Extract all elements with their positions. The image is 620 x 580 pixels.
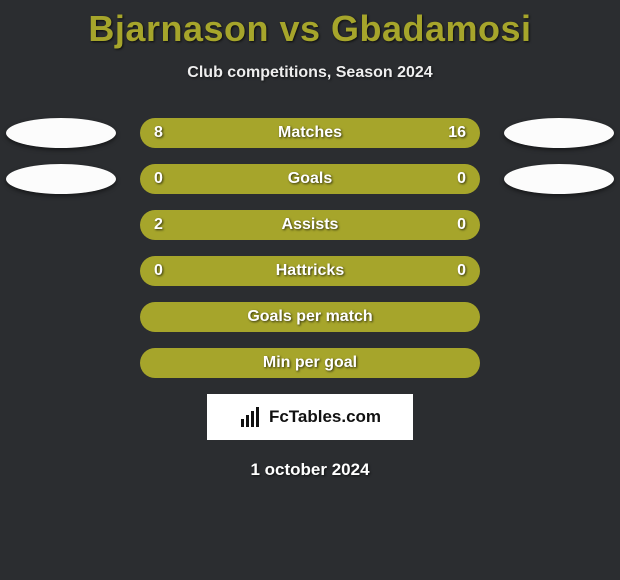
- bar-segment-right: [242, 118, 480, 148]
- bar-track: [140, 210, 480, 240]
- stat-row: Goals00: [0, 164, 620, 194]
- player-avatar-left: [6, 118, 116, 148]
- bar-segment-left: [140, 256, 480, 286]
- bar-wrap: Matches816: [140, 118, 480, 148]
- stat-row: Goals per match: [0, 302, 620, 332]
- bar-track: [140, 164, 480, 194]
- bar-segment-left: [140, 210, 405, 240]
- bar-wrap: Assists20: [140, 210, 480, 240]
- logo-text: FcTables.com: [269, 407, 381, 427]
- stat-row: Hattricks00: [0, 256, 620, 286]
- stat-row: Matches816: [0, 118, 620, 148]
- bar-segment-left: [140, 118, 242, 148]
- bar-wrap: Goals00: [140, 164, 480, 194]
- bar-wrap: Hattricks00: [140, 256, 480, 286]
- page-subtitle: Club competitions, Season 2024: [0, 64, 620, 82]
- logo-box: FcTables.com: [207, 394, 413, 440]
- bar-segment-right: [405, 210, 480, 240]
- bar-track: [140, 302, 480, 332]
- player-avatar-right: [504, 164, 614, 194]
- bar-track: [140, 118, 480, 148]
- stat-row: Min per goal: [0, 348, 620, 378]
- bar-wrap: Goals per match: [140, 302, 480, 332]
- chart-icon: [239, 405, 263, 429]
- bar-segment-left: [140, 302, 480, 332]
- date-text: 1 october 2024: [0, 460, 620, 480]
- bar-wrap: Min per goal: [140, 348, 480, 378]
- player-avatar-right: [504, 118, 614, 148]
- bar-track: [140, 256, 480, 286]
- stat-row: Assists20: [0, 210, 620, 240]
- bar-segment-left: [140, 164, 480, 194]
- bar-segment-left: [140, 348, 480, 378]
- player-avatar-left: [6, 164, 116, 194]
- bar-track: [140, 348, 480, 378]
- stats-container: Matches816 Goals00 Assists20 Hattricks00 Goa…: [0, 118, 620, 378]
- page-title: Bjarnason vs Gbadamosi: [0, 0, 620, 50]
